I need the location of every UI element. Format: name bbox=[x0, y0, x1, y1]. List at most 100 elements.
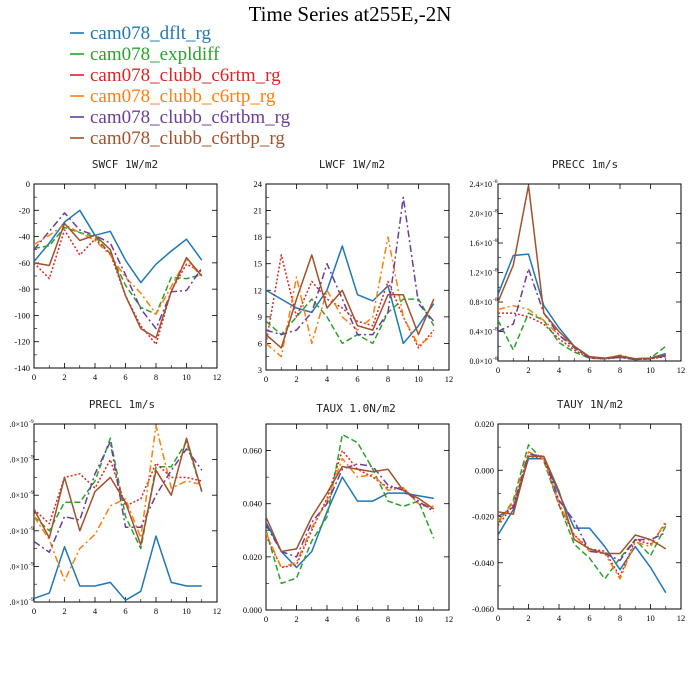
x-tick-label: 0 bbox=[32, 606, 36, 616]
x-tick-label: 8 bbox=[386, 614, 390, 624]
series-line-cam078_clubb_c6rtbm_rg bbox=[266, 463, 435, 558]
x-tick-label: 2 bbox=[294, 374, 298, 384]
x-tick-label: 6 bbox=[587, 365, 591, 375]
series-line-cam078_dflt_rg bbox=[266, 476, 434, 569]
y-tick-label: 15 bbox=[254, 259, 263, 269]
series-line-cam078_clubb_c6rtbm_rg bbox=[34, 212, 203, 330]
y-tick-label: -120 bbox=[14, 337, 30, 347]
y-tick-exponent: -8 bbox=[493, 238, 498, 244]
y-tick-label: -100 bbox=[14, 310, 30, 320]
x-tick-label: 4 bbox=[325, 374, 330, 384]
y-tick-label: 3 bbox=[258, 365, 262, 375]
chart-panel: PRECC 1m/s0 2 4 6 8 10 120.0×10 -80.4×10 -80.8×1… bbox=[469, 158, 685, 375]
x-tick-label: 12 bbox=[213, 372, 222, 382]
y-tick-label: .0×10 bbox=[9, 562, 28, 571]
y-tick-exponent: -8 bbox=[493, 356, 498, 362]
series-line-cam078_expldiff bbox=[498, 444, 667, 580]
x-tick-label: 6 bbox=[355, 614, 359, 624]
y-tick-label: 2.0×10 bbox=[469, 210, 492, 219]
legend-label: cam078_clubb_c6rtm_rg bbox=[90, 65, 281, 86]
y-tick-label: 1.6×10 bbox=[469, 239, 492, 248]
x-tick-label: 4 bbox=[325, 614, 330, 624]
y-tick-label: 0.000 bbox=[243, 605, 262, 615]
series-line-cam078_clubb_c6rtbp_rg bbox=[34, 437, 203, 546]
x-tick-label: 10 bbox=[646, 365, 655, 375]
series-line-cam078_clubb_c6rtm_rg bbox=[266, 449, 435, 569]
series-line-cam078_dflt_rg bbox=[266, 245, 435, 345]
series-line-cam078_clubb_c6rtbp_rg bbox=[498, 184, 666, 360]
y-tick-label: 18 bbox=[254, 232, 263, 242]
y-tick-label: 21 bbox=[254, 206, 263, 216]
plot-frame bbox=[497, 423, 682, 610]
y-tick-label: 1.2×10 bbox=[469, 269, 492, 278]
y-tick-label: 0.020 bbox=[475, 419, 494, 429]
x-tick-label: 10 bbox=[414, 374, 423, 384]
series-line-cam078_clubb_c6rtbp_rg bbox=[498, 455, 667, 555]
x-tick-label: 2 bbox=[526, 365, 530, 375]
chart-panels: SWCF 1W/m20 2 4 6 8 10 120-20-40-60-80-100-120… bbox=[9, 158, 685, 624]
series-line-cam078_clubb_c6rtbm_rg bbox=[498, 453, 667, 562]
y-tick-label: 2.4×10 bbox=[469, 180, 492, 189]
legend-label: cam078_clubb_c6rtbp_rg bbox=[90, 128, 285, 149]
series-line-cam078_expldiff bbox=[266, 433, 435, 585]
x-tick-label: 2 bbox=[62, 372, 66, 382]
y-tick-exponent: -9 bbox=[29, 490, 34, 496]
x-tick-label: 8 bbox=[154, 606, 158, 616]
series-line-cam078_clubb_c6rtp_rg bbox=[266, 457, 434, 569]
legend-label: cam078_dflt_rg bbox=[90, 23, 212, 44]
y-tick-label: 0 bbox=[26, 179, 30, 189]
x-tick-label: 6 bbox=[123, 606, 127, 616]
y-tick-exponent: -9 bbox=[29, 597, 34, 603]
x-tick-label: 10 bbox=[646, 613, 655, 623]
x-tick-label: 12 bbox=[445, 614, 454, 624]
chart-panel: PRECL 1m/s0 2 4 6 8 10 12.0×10 -9.0×10 -9.0×10 -9… bbox=[9, 398, 221, 616]
y-tick-exponent: -9 bbox=[29, 561, 34, 567]
y-tick-label: -40 bbox=[19, 232, 30, 242]
x-tick-label: 6 bbox=[123, 372, 127, 382]
y-tick-exponent: -9 bbox=[29, 419, 34, 425]
y-tick-label: -0.020 bbox=[472, 512, 494, 522]
panel-title: TAUY 1N/m2 bbox=[557, 398, 623, 411]
x-tick-label: 8 bbox=[386, 374, 390, 384]
chart-panel: TAUY 1N/m2 0 2 4 6 8 10 12 0.020 0.000 -0.020 -0.04… bbox=[472, 398, 685, 623]
legend-label: cam078_expldiff bbox=[90, 44, 220, 65]
x-tick-label: 8 bbox=[618, 613, 622, 623]
y-tick-label: -0.060 bbox=[472, 604, 494, 614]
series-line-cam078_clubb_c6rtp_rg bbox=[34, 223, 203, 315]
y-tick-label: 0.0×10 bbox=[469, 357, 492, 366]
x-tick-label: 10 bbox=[182, 606, 191, 616]
series-line-cam078_dflt_rg bbox=[498, 253, 667, 360]
y-tick-label: -0.040 bbox=[472, 558, 494, 568]
series-line-cam078_clubb_c6rtp_rg bbox=[498, 451, 667, 580]
series-line-cam078_expldiff bbox=[266, 298, 435, 345]
x-tick-label: 12 bbox=[677, 365, 686, 375]
y-tick-label: -140 bbox=[14, 363, 30, 373]
y-tick-label: -80 bbox=[19, 284, 30, 294]
y-tick-exponent: -8 bbox=[493, 268, 498, 274]
legend: cam078_dflt_rgcam078_expldiffcam078_club… bbox=[70, 23, 291, 149]
series-line-cam078_clubb_c6rtbp_rg bbox=[266, 254, 435, 349]
panel-title: PRECL 1m/s bbox=[89, 398, 155, 411]
y-tick-label: 6 bbox=[258, 338, 262, 348]
panel-title: LWCF 1W/m2 bbox=[319, 158, 385, 171]
legend-label: cam078_clubb_c6rtbm_rg bbox=[90, 107, 291, 128]
series-line-cam078_clubb_c6rtbm_rg bbox=[498, 268, 666, 361]
x-tick-label: 12 bbox=[677, 613, 686, 623]
plot-frame bbox=[265, 183, 450, 371]
panel-title: TAUX 1.0N/m2 bbox=[316, 402, 395, 415]
x-tick-label: 2 bbox=[294, 614, 298, 624]
x-tick-label: 6 bbox=[587, 613, 591, 623]
x-tick-label: 2 bbox=[62, 606, 66, 616]
x-tick-label: 0 bbox=[32, 372, 36, 382]
y-tick-label: -20 bbox=[19, 205, 30, 215]
legend-label: cam078_clubb_c6rtp_rg bbox=[90, 86, 276, 107]
y-tick-exponent: -8 bbox=[493, 327, 498, 333]
series-line-cam078_expldiff bbox=[34, 226, 202, 315]
plot-frame bbox=[497, 183, 682, 362]
x-tick-label: 10 bbox=[414, 614, 423, 624]
plot-frame bbox=[265, 423, 450, 611]
x-tick-label: 0 bbox=[264, 614, 268, 624]
y-tick-label: .0×10 bbox=[9, 491, 28, 500]
x-tick-label: 12 bbox=[213, 606, 222, 616]
